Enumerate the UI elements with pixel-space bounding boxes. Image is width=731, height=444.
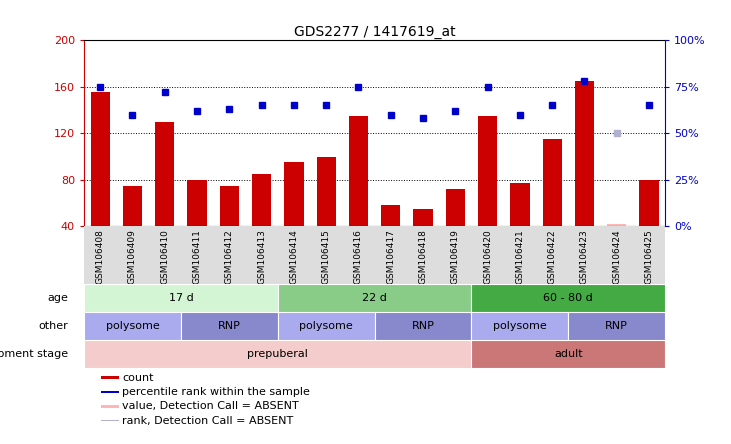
Bar xyxy=(471,284,665,312)
Bar xyxy=(478,116,497,226)
Bar xyxy=(510,183,529,226)
Text: 60 - 80 d: 60 - 80 d xyxy=(543,293,594,303)
Text: other: other xyxy=(38,321,68,331)
Bar xyxy=(575,81,594,226)
Bar xyxy=(181,312,278,340)
Text: RNP: RNP xyxy=(605,321,628,331)
Text: adult: adult xyxy=(554,349,583,359)
Bar xyxy=(278,312,374,340)
Text: count: count xyxy=(122,373,154,383)
Bar xyxy=(102,405,119,408)
Bar xyxy=(91,92,110,226)
Text: GSM106410: GSM106410 xyxy=(160,229,170,284)
Text: rank, Detection Call = ABSENT: rank, Detection Call = ABSENT xyxy=(122,416,294,426)
Text: polysome: polysome xyxy=(493,321,547,331)
Text: polysome: polysome xyxy=(299,321,353,331)
Bar xyxy=(349,116,368,226)
Bar xyxy=(123,186,142,226)
Text: GSM106423: GSM106423 xyxy=(580,229,589,284)
Bar xyxy=(471,340,665,368)
Text: age: age xyxy=(47,293,68,303)
Bar xyxy=(219,186,239,226)
Bar xyxy=(381,206,401,226)
Bar xyxy=(187,180,207,226)
Text: GSM106415: GSM106415 xyxy=(322,229,330,284)
Bar xyxy=(446,189,465,226)
Bar xyxy=(284,163,303,226)
Text: GSM106424: GSM106424 xyxy=(613,229,621,284)
Text: RNP: RNP xyxy=(412,321,434,331)
Text: GSM106416: GSM106416 xyxy=(354,229,363,284)
Bar xyxy=(607,224,626,226)
Bar xyxy=(471,312,569,340)
Text: GSM106411: GSM106411 xyxy=(192,229,202,284)
Bar xyxy=(155,122,175,226)
Bar xyxy=(252,174,271,226)
Text: prepuberal: prepuberal xyxy=(247,349,308,359)
Text: GSM106418: GSM106418 xyxy=(419,229,428,284)
Bar xyxy=(84,284,278,312)
Text: polysome: polysome xyxy=(105,321,159,331)
Bar xyxy=(542,139,562,226)
Text: GSM106412: GSM106412 xyxy=(225,229,234,284)
Bar xyxy=(317,157,336,226)
Bar xyxy=(84,312,181,340)
Bar xyxy=(102,420,119,422)
Bar xyxy=(84,340,471,368)
Text: development stage: development stage xyxy=(0,349,68,359)
Text: 17 d: 17 d xyxy=(169,293,193,303)
Text: value, Detection Call = ABSENT: value, Detection Call = ABSENT xyxy=(122,401,299,412)
Text: GSM106421: GSM106421 xyxy=(515,229,524,284)
Text: RNP: RNP xyxy=(218,321,240,331)
Text: GSM106408: GSM106408 xyxy=(96,229,105,284)
Title: GDS2277 / 1417619_at: GDS2277 / 1417619_at xyxy=(294,25,455,39)
Text: GSM106413: GSM106413 xyxy=(257,229,266,284)
Text: percentile rank within the sample: percentile rank within the sample xyxy=(122,387,310,397)
Bar xyxy=(278,284,471,312)
Text: GSM106420: GSM106420 xyxy=(483,229,492,284)
Text: GSM106414: GSM106414 xyxy=(289,229,298,284)
Bar xyxy=(413,209,433,226)
Text: GSM106425: GSM106425 xyxy=(645,229,654,284)
Bar xyxy=(569,312,665,340)
Text: GSM106422: GSM106422 xyxy=(548,229,557,284)
Text: GSM106419: GSM106419 xyxy=(451,229,460,284)
Text: GSM106409: GSM106409 xyxy=(128,229,137,284)
Bar xyxy=(102,391,119,393)
Bar xyxy=(374,312,471,340)
Text: GSM106417: GSM106417 xyxy=(386,229,395,284)
Bar xyxy=(102,377,119,379)
Text: 22 d: 22 d xyxy=(362,293,387,303)
Bar xyxy=(640,180,659,226)
